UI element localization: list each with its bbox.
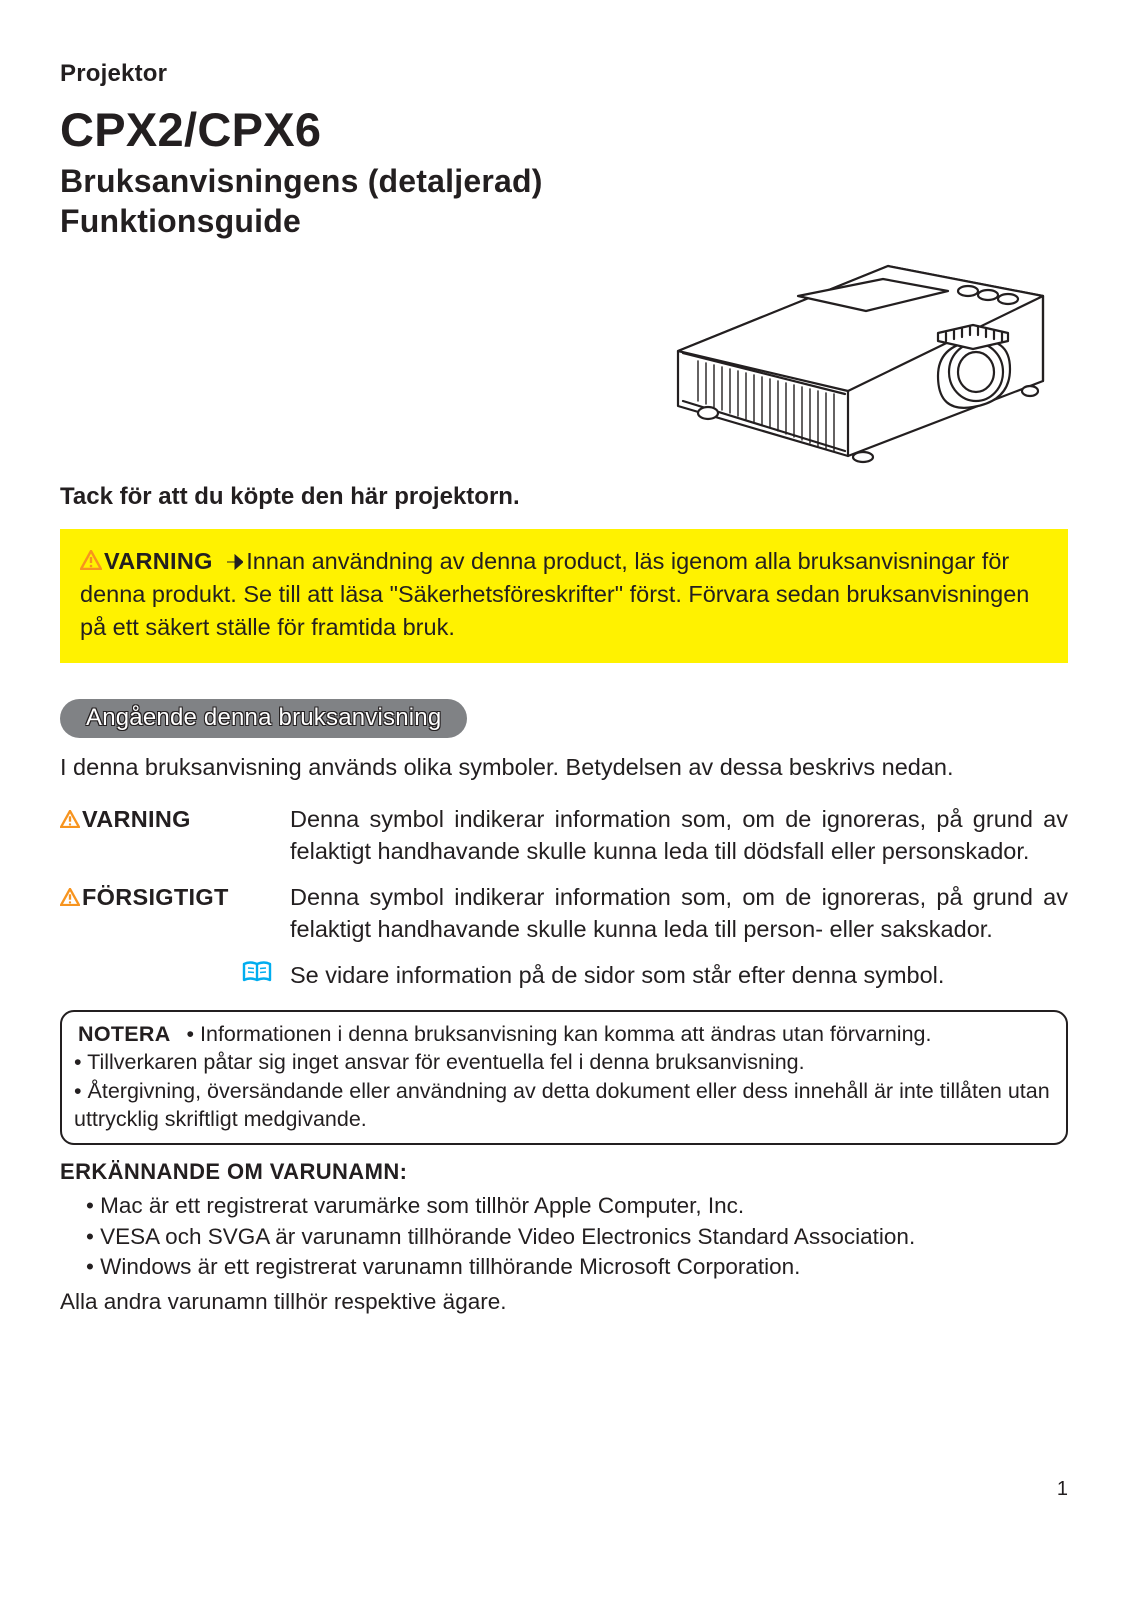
section-intro: I denna bruksanvisning används olika sym…	[60, 752, 1068, 784]
ack-item-3: Windows är ett registrerat varunamn till…	[100, 1254, 800, 1279]
ack-footer: Alla andra varunamn tillhör respektive ä…	[60, 1287, 1068, 1318]
symbol-label: FÖRSIGTIGT	[82, 884, 229, 910]
thanks-line: Tack för att du köpte den här projektorn…	[60, 483, 1068, 511]
symbol-desc: Denna symbol indikerar information som, …	[290, 804, 1068, 882]
warning-label: VARNING	[104, 548, 213, 574]
arrow-right-icon	[225, 546, 243, 578]
page-number: 1	[60, 1478, 1068, 1501]
subtitle-line-1: Bruksanvisningens (detaljerad)	[60, 163, 543, 199]
notera-bullet-1: Informationen i denna bruksanvisning kan…	[200, 1022, 931, 1046]
caution-triangle-icon	[60, 883, 80, 915]
projector-illustration	[638, 241, 1068, 471]
notera-box: NOTERA • Informationen i denna bruksanvi…	[60, 1010, 1068, 1146]
warning-text: Innan användning av denna product, läs i…	[80, 548, 1029, 640]
warning-triangle-icon	[80, 546, 102, 578]
notera-bullet-2: Tillverkaren påtar sig inget ansvar för …	[87, 1050, 804, 1074]
category-label: Projektor	[60, 60, 1068, 88]
ack-item-2: VESA och SVGA är varunamn tillhörande Vi…	[100, 1224, 915, 1249]
notera-bullet-3: Återgivning, översändande eller användni…	[74, 1079, 1050, 1131]
symbols-table: VARNING Denna symbol indikerar informati…	[60, 804, 1068, 1006]
notera-label: NOTERA	[74, 1022, 175, 1046]
ack-item-1: Mac är ett registrerat varumärke som til…	[100, 1193, 744, 1218]
symbol-desc: Se vidare information på de sidor som st…	[290, 960, 1068, 1006]
ack-heading: ERKÄNNANDE OM VARUNAMN:	[60, 1159, 1068, 1185]
ack-list: • Mac är ett registrerat varumärke som t…	[60, 1191, 1068, 1283]
subtitle: Bruksanvisningens (detaljerad) Funktions…	[60, 161, 1068, 241]
symbol-desc: Denna symbol indikerar information som, …	[290, 882, 1068, 960]
subtitle-line-2: Funktionsguide	[60, 203, 301, 239]
warning-triangle-icon	[60, 805, 80, 837]
symbol-row-book: Se vidare information på de sidor som st…	[60, 960, 1068, 1006]
section-pill: Angående denna bruksanvisning	[60, 699, 467, 738]
hero-image-wrap	[60, 241, 1068, 471]
symbol-row-varning: VARNING Denna symbol indikerar informati…	[60, 804, 1068, 882]
symbol-label: VARNING	[82, 806, 191, 832]
symbol-row-forsigtigt: FÖRSIGTIGT Denna symbol indikerar inform…	[60, 882, 1068, 960]
warning-box: VARNING Innan användning av denna produc…	[60, 529, 1068, 663]
book-icon	[242, 962, 272, 988]
model-title: CPX2/CPX6	[60, 102, 1068, 157]
